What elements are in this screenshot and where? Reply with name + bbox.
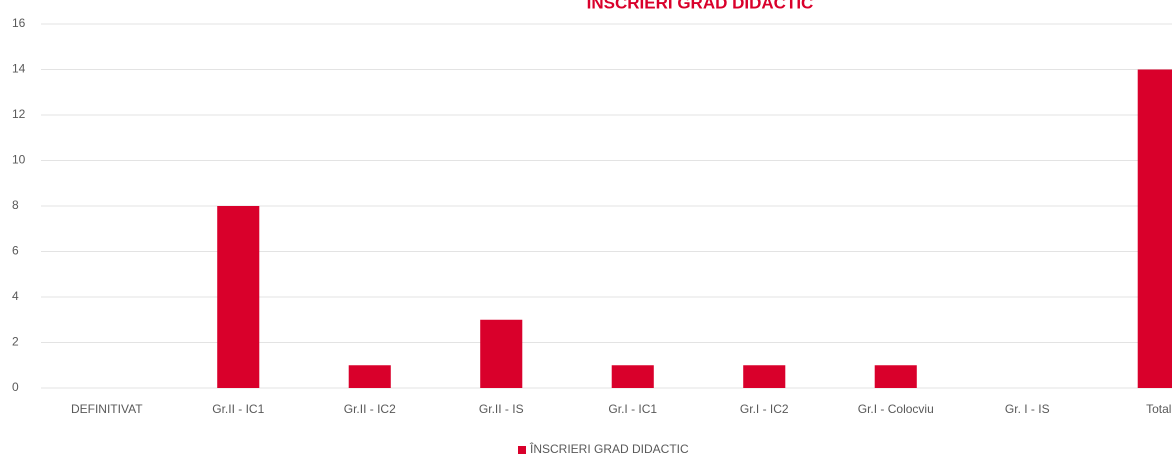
y-tick-label: 8 bbox=[12, 198, 19, 212]
y-tick-label: 6 bbox=[12, 244, 19, 258]
x-tick-label: DEFINITIVAT bbox=[71, 402, 143, 416]
y-tick-label: 12 bbox=[12, 107, 26, 121]
x-tick-label: Gr.II - IS bbox=[479, 402, 524, 416]
y-tick-label: 10 bbox=[12, 153, 26, 167]
bar bbox=[480, 319, 523, 388]
x-tick-label: Total bbox=[1146, 402, 1171, 416]
y-tick-label: 14 bbox=[12, 62, 26, 76]
bar bbox=[1137, 69, 1172, 388]
legend-swatch bbox=[518, 446, 526, 454]
x-tick-label: Gr.I - IC1 bbox=[608, 402, 657, 416]
bar bbox=[217, 206, 260, 388]
x-tick-label: Gr. I - IS bbox=[1005, 402, 1050, 416]
chart-title: ÎNSCRIERI GRAD DIDACTIC bbox=[586, 0, 814, 12]
y-tick-label: 16 bbox=[12, 16, 26, 30]
legend-label: ÎNSCRIERI GRAD DIDACTIC bbox=[529, 441, 689, 456]
x-tick-label: Gr.II - IC1 bbox=[212, 402, 264, 416]
x-tick-label: Gr.I - Colocviu bbox=[858, 402, 934, 416]
bar bbox=[743, 365, 786, 388]
y-tick-label: 2 bbox=[12, 335, 19, 349]
bar bbox=[611, 365, 654, 388]
y-tick-label: 4 bbox=[12, 289, 19, 303]
x-tick-label: Gr.I - IC2 bbox=[740, 402, 789, 416]
x-tick-label: Gr.II - IC2 bbox=[344, 402, 396, 416]
y-tick-label: 0 bbox=[12, 380, 19, 394]
bar bbox=[348, 365, 391, 388]
bar bbox=[874, 365, 917, 388]
